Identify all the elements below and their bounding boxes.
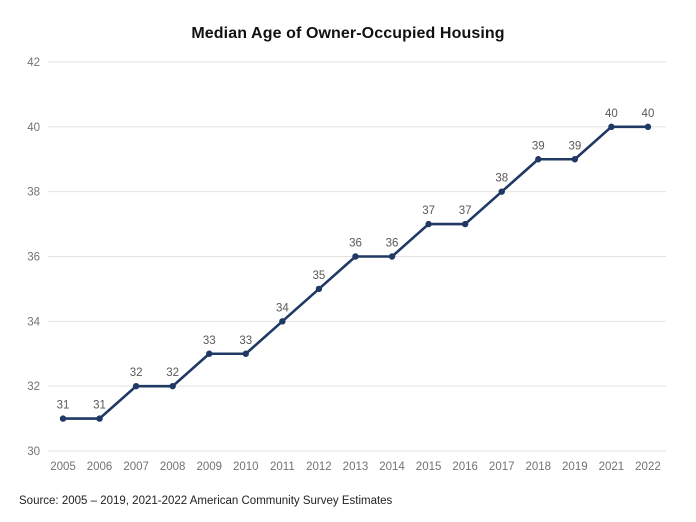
data-point-label: 32 [130, 367, 143, 379]
data-point-label: 31 [93, 400, 106, 412]
x-axis-tick-label: 2014 [379, 461, 405, 473]
data-point-marker [644, 123, 652, 131]
y-axis-tick-label: 30 [27, 446, 40, 458]
data-point-label: 40 [642, 108, 655, 120]
data-point-marker [608, 123, 615, 131]
line-chart: 30 32 34 36 38 40 42 2005 2006 2007 2008 2009 2010 20… [27, 57, 666, 473]
x-axis-tick-label: 2009 [196, 461, 222, 473]
x-axis-tick-label: 2006 [87, 461, 113, 473]
data-point-label: 31 [57, 400, 70, 412]
y-axis-tick-label: 38 [27, 187, 40, 199]
y-axis-tick-label: 36 [27, 252, 40, 264]
data-point-marker [352, 253, 359, 260]
source-note: Source: 2005 – 2019, 2021-2022 American … [19, 495, 393, 507]
y-axis-tick-label: 34 [27, 316, 40, 328]
data-point-label: 35 [313, 270, 326, 282]
series-line [61, 125, 650, 420]
x-axis-tick-label: 2019 [562, 461, 588, 473]
chart-title: Median Age of Owner-Occupied Housing [191, 25, 505, 42]
data-point-label: 39 [532, 140, 545, 152]
data-point-label: 36 [386, 238, 399, 250]
data-point-marker [388, 253, 396, 260]
x-axis-tick-label: 2013 [343, 461, 369, 473]
data-point-marker [96, 415, 103, 422]
data-point-label: 37 [459, 205, 472, 217]
data-point-label: 36 [349, 238, 362, 250]
data-point-label: 38 [495, 173, 508, 185]
data-point-marker [461, 220, 469, 228]
data-point-marker [571, 156, 579, 163]
data-point-marker [498, 188, 505, 195]
x-axis-tick-label: 2015 [416, 461, 442, 473]
data-point-marker [242, 350, 249, 357]
x-axis-tick-label: 2010 [233, 461, 259, 473]
x-axis-tick-label: 2016 [452, 461, 478, 473]
data-point-marker [59, 415, 67, 422]
x-axis-tick-label: 2012 [306, 461, 332, 473]
x-axis-tick-label: 2017 [489, 461, 515, 473]
x-axis-tick-label: 2021 [599, 461, 625, 473]
y-axis-tick-label: 32 [27, 381, 40, 393]
x-axis-tick-label: 2018 [525, 461, 551, 473]
data-point-label: 40 [605, 108, 618, 120]
data-point-marker [132, 382, 140, 390]
data-point-label: 32 [166, 367, 179, 379]
x-axis-tick-label: 2022 [635, 461, 661, 473]
x-axis-tick-label: 2011 [270, 461, 295, 473]
y-axis-tick-label: 42 [27, 57, 40, 69]
x-axis-tick-label: 2007 [123, 461, 149, 473]
data-point-marker [535, 156, 542, 163]
data-point-marker [169, 382, 176, 390]
y-axis-tick-label: 40 [27, 122, 40, 134]
data-point-label: 34 [276, 302, 289, 314]
data-point-label: 37 [422, 205, 435, 217]
data-point-label: 33 [203, 335, 216, 347]
x-axis-tick-label: 2005 [50, 461, 76, 473]
data-point-marker [206, 350, 213, 357]
data-point-marker [279, 318, 286, 325]
data-point-label: 39 [568, 140, 581, 152]
data-point-marker [425, 220, 432, 228]
data-point-label: 33 [239, 335, 252, 347]
data-point-marker [315, 285, 323, 293]
x-axis-tick-label: 2008 [160, 461, 186, 473]
